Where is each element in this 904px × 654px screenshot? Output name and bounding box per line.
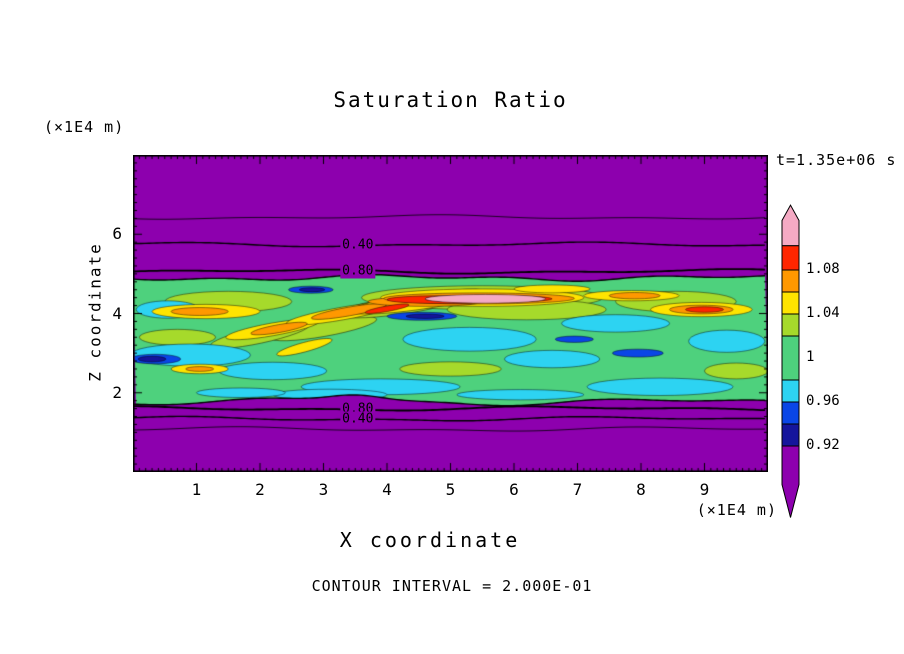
contour-interval-note: CONTOUR INTERVAL = 2.000E-01 [311,577,593,595]
colorbar-label: 1.08 [806,261,840,277]
colorbar-segment-purple [781,445,800,518]
y-tick-label: 2 [112,382,122,402]
x-tick-label: 1 [191,480,202,499]
colorbar-segment-ygreen [781,313,800,337]
contour-line-label: 0.40 [340,411,376,427]
colorbar-segment-red [781,245,800,271]
y-tick-label: 6 [112,224,122,244]
colorbar-label: 0.96 [806,393,840,409]
x-tick-label: 5 [445,480,456,499]
colorbar-segment-green [781,335,800,381]
time-annotation: t=1.35e+06 s [776,151,897,169]
chart-title: Saturation Ratio [333,88,568,112]
colorbar-segment-orange [781,269,800,293]
colorbar [781,204,800,518]
colorbar-segment-yellow [781,291,800,315]
x-tick-label: 7 [572,480,583,499]
x-tick-label: 6 [509,480,519,499]
x-tick-label: 2 [255,480,265,499]
contour-line-label: 0.80 [340,263,376,279]
colorbar-segment-pink [781,204,800,247]
x-axis-unit: (×1E4 m) [696,501,777,519]
colorbar-label: 0.92 [806,437,840,453]
colorbar-segment-blue [781,401,800,425]
colorbar-segment-navy [781,423,800,447]
x-tick-label: 4 [382,480,392,499]
y-axis-unit: (×1E4 m) [44,118,125,136]
x-tick-label: 8 [636,480,646,499]
colorbar-label: 1.04 [806,305,840,321]
x-tick-label: 9 [699,480,710,499]
contour-line-label: 0.40 [340,237,376,253]
x-tick-label: 3 [318,480,329,499]
contour-plot [133,155,768,472]
x-axis-label: X coordinate [339,528,521,552]
y-tick-label: 4 [112,303,122,323]
colorbar-label: 1 [806,349,815,365]
colorbar-segment-cyan [781,379,800,403]
